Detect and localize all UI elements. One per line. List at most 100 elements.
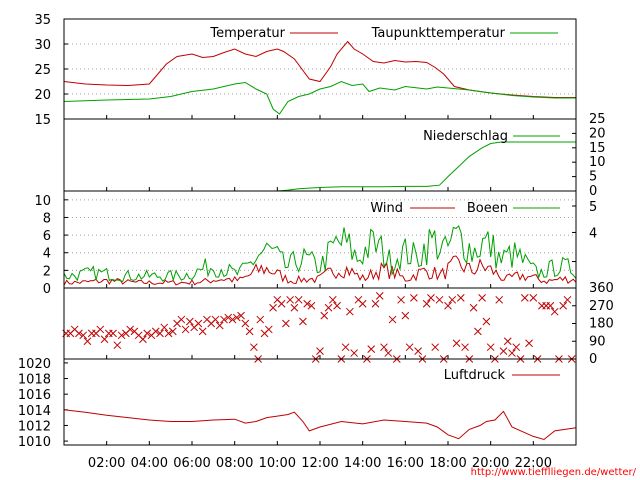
wind-direction-point — [286, 295, 294, 304]
temperature-ytick-label: 15 — [34, 113, 51, 128]
wind-direction-point — [320, 311, 329, 320]
wind-direction-point — [181, 325, 190, 334]
wind-direction-point — [100, 335, 109, 344]
wind-direction-point — [316, 347, 324, 355]
legend-label-niederschlag: Niederschlag — [423, 129, 508, 144]
x-tick-label: 20:00 — [472, 456, 509, 471]
wind-direction-point — [512, 343, 521, 352]
wind-direction-point — [508, 349, 516, 357]
precipitation-ytick-label: 25 — [589, 112, 606, 127]
wind-direction-point — [168, 327, 177, 336]
x-tick-label: 08:00 — [216, 456, 253, 471]
wind-direction-point — [333, 301, 341, 310]
wind-direction-point — [232, 313, 241, 322]
wind-direction-point — [256, 315, 265, 324]
wind-ytick-label: 6 — [43, 229, 51, 244]
wind_direction-ytick-label: 0 — [589, 352, 597, 367]
wind-ytick-label: 0 — [43, 282, 51, 297]
pressure-ytick-label: 1016 — [18, 388, 51, 403]
wind-direction-point — [456, 294, 465, 302]
wind_direction-frame — [63, 287, 577, 360]
wind-direction-point — [380, 343, 388, 352]
precipitation-ytick-label: 20 — [589, 126, 606, 141]
x-tick-label: 16:00 — [387, 456, 424, 471]
temperature-series-taupunkttemperatur — [63, 80, 576, 115]
wind-direction-point — [269, 303, 277, 312]
x-axis: 02:00 04:00 06:00 08:00 10:00 12:00 14:00 16:00… — [88, 456, 552, 471]
pressure-ytick-label: 1010 — [18, 435, 51, 450]
legend-label-luftdruck: Luftdruck — [444, 368, 506, 383]
wind-ytick-label: 4 — [43, 247, 51, 262]
x-tick-label: 18:00 — [429, 456, 466, 471]
x-tick-label: 14:00 — [344, 456, 381, 471]
wind-direction-point — [237, 311, 245, 320]
wind-direction-point — [83, 337, 92, 346]
wind-direction-point — [482, 317, 491, 326]
precipitation-ytick-label: 10 — [589, 155, 606, 170]
wind-direction-point — [294, 295, 303, 304]
legend-label-boeen: Boeen — [467, 201, 508, 216]
wind-direction-point — [109, 329, 117, 338]
precipitation-ytick-label: 0 — [589, 184, 597, 199]
x-tick-label: 06:00 — [173, 456, 210, 471]
wind-direction-point — [177, 315, 186, 324]
wind-direction-point — [151, 327, 160, 336]
wind-direction-point — [328, 295, 337, 304]
wind-direction-point — [546, 301, 555, 310]
wind-direction-point — [79, 331, 88, 340]
wind-direction-point — [427, 294, 435, 302]
wind-direction-point — [126, 325, 134, 334]
x-tick-label: 02:00 — [88, 456, 125, 471]
wind-direction-point — [113, 341, 122, 350]
x-tick-label: 12:00 — [301, 456, 338, 471]
wind-direction-point — [529, 294, 538, 302]
wind-direction-point — [431, 343, 440, 352]
wind-direction-point — [401, 311, 410, 320]
precipitation-ytick-label: 15 — [589, 141, 606, 156]
pressure-ytick-label: 1020 — [18, 357, 51, 372]
temperature-ytick-label: 25 — [34, 63, 51, 78]
wind-direction-point — [358, 299, 367, 308]
precipitation-series-niederschlag — [64, 141, 576, 192]
wind-direction-point — [245, 327, 254, 336]
x-tick-label: 22:00 — [515, 456, 552, 471]
wind-direction-point — [117, 331, 126, 340]
wind-direction-point — [96, 325, 105, 334]
pressure-ytick-label: 1018 — [18, 373, 51, 388]
footer-url[interactable]: http://www.tiefflliegen.de/wetter/ — [471, 467, 637, 478]
wind-direction-point — [194, 319, 203, 328]
wind-direction-point — [164, 329, 173, 338]
legend-label-temperatur: Temperatur — [209, 26, 285, 41]
wind-direction-point — [341, 343, 350, 352]
wind-direction-point — [277, 299, 286, 308]
pressure-series-luftdruck — [63, 409, 577, 441]
wind-direction-point — [448, 295, 457, 304]
wind-direction-point — [367, 345, 376, 353]
wind-ytick-label: 10 — [34, 194, 51, 209]
wind-direction-point — [303, 299, 312, 308]
wind-ytick2-label: 4 — [589, 226, 597, 241]
wind_direction-panel: 0 90 180 270 360 — [62, 281, 614, 367]
wind-direction-point — [478, 294, 486, 302]
wind-direction-point — [346, 307, 354, 316]
temperature-ytick-label: 20 — [34, 88, 51, 103]
wind-direction-point — [324, 303, 333, 312]
wind-panel: 0 2 4 6 8 10 4 5 Wind Boeen — [34, 190, 597, 297]
pressure-frame — [63, 358, 577, 446]
pressure-ytick-label: 1012 — [18, 419, 51, 434]
wind-direction-point — [156, 329, 164, 338]
wind-direction-point — [499, 347, 508, 355]
wind-direction-point — [559, 301, 568, 310]
wind-direction-point — [550, 307, 559, 316]
wind-direction-point — [215, 321, 224, 330]
wind-direction-point — [220, 315, 228, 324]
wind_direction-ytick-label: 90 — [589, 334, 606, 349]
wind-direction-point — [198, 327, 207, 336]
wind-direction-point — [299, 317, 307, 326]
wind-ytick-label: 2 — [43, 264, 51, 279]
x-tick-label: 04:00 — [131, 456, 168, 471]
wind-ytick-label: 8 — [43, 211, 51, 226]
